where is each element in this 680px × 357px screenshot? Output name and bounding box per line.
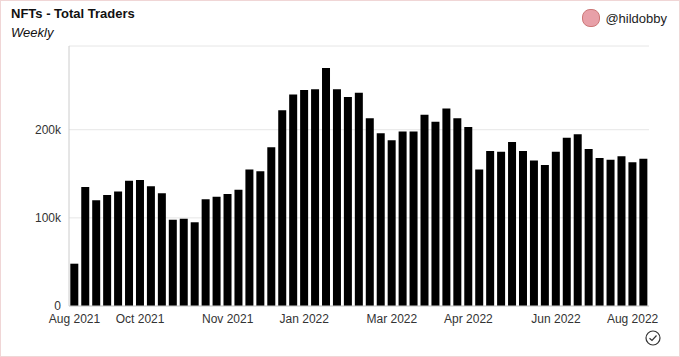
html-text:@hildobby: @hildobby (605, 10, 667, 26)
html-text:NFTs - Total Traders: NFTs - Total Traders (11, 6, 135, 21)
svg-text:Jan 2022: Jan 2022 (280, 312, 330, 326)
svg-text:Oct 2021: Oct 2021 (116, 312, 165, 326)
svg-text:Jun 2022: Jun 2022 (531, 312, 581, 326)
html-text:Weekly: Weekly (11, 25, 54, 40)
svg-text:Aug 2022: Aug 2022 (607, 312, 659, 326)
svg-text:0: 0 (54, 299, 61, 313)
svg-text:Aug 2021: Aug 2021 (49, 312, 101, 326)
svg-text:Mar 2022: Mar 2022 (366, 312, 417, 326)
svg-text:100k: 100k (35, 211, 62, 225)
svg-text:200k: 200k (35, 123, 62, 137)
svg-text:Apr 2022: Apr 2022 (444, 312, 493, 326)
svg-text:Nov 2021: Nov 2021 (202, 312, 254, 326)
